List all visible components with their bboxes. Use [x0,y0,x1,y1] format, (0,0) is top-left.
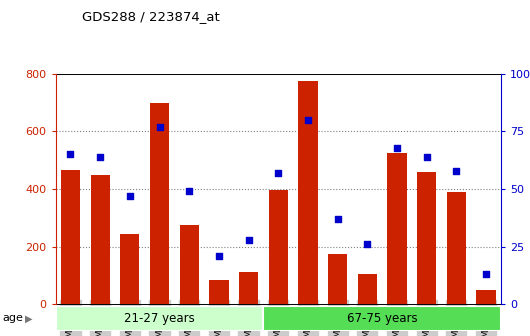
Point [126,193,134,199]
Text: ▶: ▶ [25,313,33,323]
Text: age: age [3,313,23,323]
Point [215,253,223,258]
Point [482,271,490,277]
Bar [209,280,228,304]
Bar [150,103,169,304]
Point [422,154,431,160]
Bar [61,170,80,304]
Point [363,242,372,247]
Point [274,170,282,176]
Point [185,188,193,194]
Bar [387,153,407,304]
Point [244,237,253,242]
Bar [56,306,263,331]
Point [155,124,164,130]
Point [452,168,461,173]
Bar [120,234,139,304]
Bar [180,225,199,304]
Point [96,154,104,160]
Point [66,152,75,157]
Point [393,145,401,150]
Text: GDS288 / 223874_at: GDS288 / 223874_at [82,10,220,23]
Bar [239,272,258,304]
Bar [328,254,347,304]
Point [333,216,342,222]
Bar [358,274,377,304]
Text: 21-27 years: 21-27 years [124,312,195,325]
Text: 67-75 years: 67-75 years [347,312,418,325]
Point [304,117,312,123]
Bar [91,175,110,304]
Bar [417,172,436,304]
Bar [476,290,496,304]
Bar [269,191,288,304]
Bar [447,192,466,304]
Bar [298,81,317,304]
Bar [263,306,501,331]
